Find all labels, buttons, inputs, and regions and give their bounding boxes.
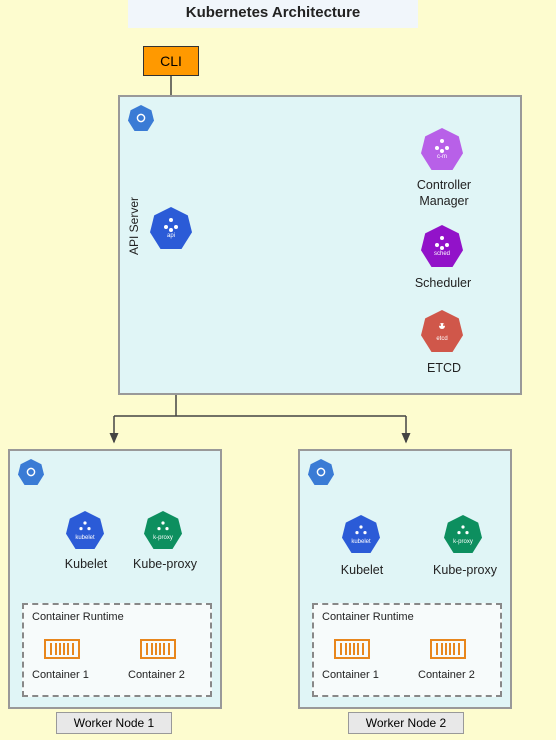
scheduler-label: Scheduler xyxy=(411,276,475,290)
kube-proxy-label: Kube-proxy xyxy=(126,557,204,571)
container-2-label: Container 2 xyxy=(418,669,475,681)
container-icon xyxy=(44,639,80,659)
worker-1-caption: Worker Node 1 xyxy=(56,712,172,734)
scheduler-icon: sched xyxy=(421,225,463,267)
api-server-label: API Server xyxy=(127,197,141,255)
diagram-title: Kubernetes Architecture xyxy=(128,0,418,28)
kube-proxy-label: Kube-proxy xyxy=(426,563,504,577)
etcd-label: ETCD xyxy=(419,361,469,375)
kube-proxy-icon: k-proxy xyxy=(144,511,182,549)
kubelet-label: Kubelet xyxy=(58,557,114,571)
container-runtime-label: Container Runtime xyxy=(322,611,414,623)
kubelet-icon: kubelet xyxy=(342,515,380,553)
cli-node: CLI xyxy=(143,46,199,76)
container-runtime-box: Container Runtime Container 1 Container … xyxy=(312,603,502,697)
worker-node-1: kubelet Kubelet k-proxy Kube-proxy Conta… xyxy=(8,449,222,709)
container-2-label: Container 2 xyxy=(128,669,185,681)
worker-2-caption: Worker Node 2 xyxy=(348,712,464,734)
kubelet-label: Kubelet xyxy=(334,563,390,577)
container-runtime-box: Container Runtime Container 1 Container … xyxy=(22,603,212,697)
container-1-label: Container 1 xyxy=(322,669,379,681)
api-server-icon: api xyxy=(150,207,192,249)
worker-node-2: kubelet Kubelet k-proxy Kube-proxy Conta… xyxy=(298,449,512,709)
kube-proxy-icon: k-proxy xyxy=(444,515,482,553)
k8s-badge-icon xyxy=(18,459,44,485)
controller-manager-label: Controller Manager xyxy=(409,178,479,209)
etcd-icon: etcd xyxy=(421,310,463,352)
container-icon xyxy=(334,639,370,659)
k8s-badge-icon xyxy=(308,459,334,485)
k8s-badge-icon xyxy=(128,105,154,131)
controller-manager-icon: c-m xyxy=(421,128,463,170)
container-icon xyxy=(140,639,176,659)
kubelet-icon: kubelet xyxy=(66,511,104,549)
container-icon xyxy=(430,639,466,659)
container-runtime-label: Container Runtime xyxy=(32,611,124,623)
container-1-label: Container 1 xyxy=(32,669,89,681)
